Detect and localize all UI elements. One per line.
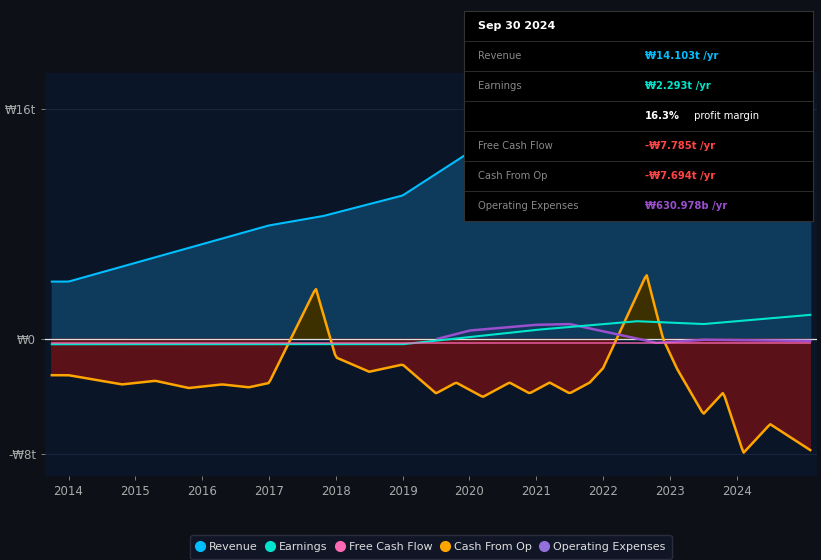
Text: Sep 30 2024: Sep 30 2024 <box>478 21 555 31</box>
Text: Cash From Op: Cash From Op <box>478 171 548 181</box>
Text: profit margin: profit margin <box>690 111 759 121</box>
Text: 16.3%: 16.3% <box>645 111 681 121</box>
Text: Free Cash Flow: Free Cash Flow <box>478 141 553 151</box>
Legend: Revenue, Earnings, Free Cash Flow, Cash From Op, Operating Expenses: Revenue, Earnings, Free Cash Flow, Cash … <box>190 535 672 559</box>
Text: Revenue: Revenue <box>478 51 521 61</box>
Text: ₩14.103t /yr: ₩14.103t /yr <box>645 51 718 61</box>
Text: Operating Expenses: Operating Expenses <box>478 201 578 211</box>
Text: -₩7.785t /yr: -₩7.785t /yr <box>645 141 715 151</box>
Text: -₩7.694t /yr: -₩7.694t /yr <box>645 171 716 181</box>
Text: Earnings: Earnings <box>478 81 521 91</box>
Text: ₩2.293t /yr: ₩2.293t /yr <box>645 81 711 91</box>
Text: ₩630.978b /yr: ₩630.978b /yr <box>645 201 727 211</box>
